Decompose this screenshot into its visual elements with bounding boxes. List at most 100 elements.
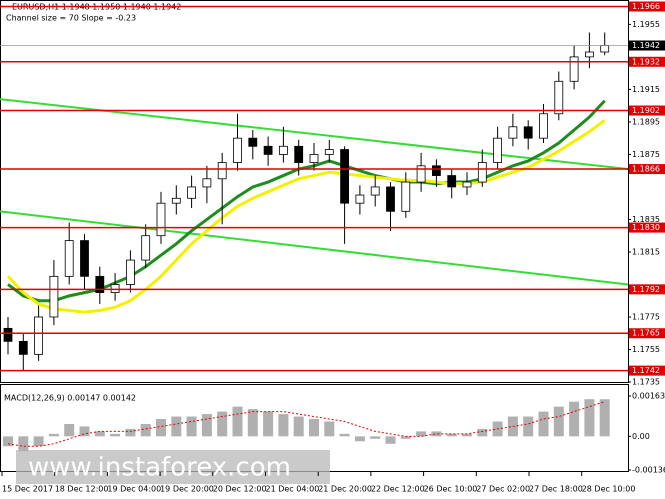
candle-body — [370, 186, 380, 196]
macd-bar — [186, 416, 197, 437]
x-tick-label: 26 Dec 10:00 — [424, 485, 478, 494]
level-label: 1.1866 — [632, 165, 660, 174]
last-price-box — [629, 40, 665, 51]
level-box — [629, 284, 665, 295]
candle-body — [217, 162, 227, 180]
candle-body — [64, 240, 74, 277]
candle-body — [49, 275, 59, 318]
macd-bar — [3, 436, 13, 447]
macd-bar — [477, 428, 488, 437]
x-tick-label: 22 Dec 12:00 — [371, 485, 425, 494]
trendline — [0, 210, 629, 286]
macd-bar — [309, 419, 319, 437]
level-label: 1.1765 — [632, 329, 660, 338]
macd-title: MACD(12,26,9) 0.00147 0.00142 — [4, 394, 136, 403]
candle-body — [248, 137, 258, 147]
macd-bar — [110, 433, 121, 437]
macd-bar — [94, 431, 105, 437]
macd-bar — [324, 421, 335, 437]
macd-bar — [18, 436, 29, 452]
candle-body — [187, 186, 197, 199]
macd-bar — [278, 414, 289, 437]
level-label: 1.1932 — [632, 57, 660, 66]
x-tick-label: 19 Dec 20:00 — [160, 485, 214, 494]
macd-bar — [400, 436, 411, 439]
candle-body — [309, 154, 319, 163]
macd-bar — [171, 416, 182, 437]
level-label: 1.1902 — [632, 106, 660, 115]
macd-bar — [416, 431, 427, 437]
level-box — [629, 1, 665, 12]
macd-bar — [599, 399, 610, 437]
macd-bar — [538, 411, 549, 437]
macd-bar — [293, 416, 304, 437]
macd-bar — [569, 401, 580, 437]
macd-bar — [64, 423, 75, 437]
x-tick-label: 28 Dec 10:00 — [582, 485, 636, 494]
watermark-box — [16, 450, 330, 484]
macd-bar — [354, 436, 365, 442]
candle-body — [34, 316, 43, 355]
candle-body — [431, 165, 441, 176]
price-panel — [0, 0, 629, 383]
plot — [0, 32, 629, 371]
y-tick-label: 1.1835 — [632, 215, 660, 224]
candle-body — [477, 162, 487, 183]
candle-body — [340, 149, 350, 204]
candle-body — [278, 145, 288, 155]
candle-body — [141, 235, 151, 261]
candle-body — [554, 80, 564, 115]
level-box — [629, 328, 665, 339]
watermark: www.instaforex.com — [28, 453, 291, 483]
macd-tick-label: 0.00163 — [632, 392, 665, 401]
level-box — [629, 222, 665, 233]
macd-bar — [370, 436, 381, 439]
x-tick-label: 15 Dec 2017 — [2, 485, 53, 494]
macd-bar — [232, 406, 243, 437]
y-tick-label: 1.1875 — [632, 150, 660, 159]
level-label: 1.1966 — [632, 2, 660, 11]
candle-body — [508, 126, 518, 139]
x-tick-label: 19 Dec 04:00 — [107, 485, 161, 494]
macd-bar — [140, 423, 151, 437]
level-box — [629, 105, 665, 116]
candle-body — [233, 137, 242, 163]
y-tick-label: 1.1895 — [632, 117, 660, 126]
chart-subtitle: Channel size = 70 Slope = -0.23 — [6, 14, 136, 23]
candle-body — [202, 178, 212, 188]
macd-bar — [584, 399, 595, 437]
level-box — [629, 365, 665, 376]
candle-body — [462, 181, 472, 188]
macd-bar — [33, 436, 44, 447]
macd-bar — [48, 433, 59, 437]
y-tick-label: 1.1955 — [632, 20, 660, 29]
candle-body — [585, 51, 594, 58]
macd-bar — [79, 426, 90, 437]
level-box — [629, 56, 665, 67]
candle-body — [263, 145, 273, 155]
macd-bar — [385, 436, 396, 444]
candle-body — [493, 137, 503, 163]
y-tick-label: 1.1775 — [632, 312, 660, 321]
x-tick-label: 20 Dec 12:00 — [213, 485, 267, 494]
candle-body — [95, 275, 105, 293]
x-tick-label: 27 Dec 18:00 — [529, 485, 583, 494]
candle-body — [416, 165, 426, 183]
candle-body — [523, 126, 533, 139]
macd-bar — [201, 414, 212, 437]
candle-body — [18, 340, 28, 355]
candle-body — [171, 197, 181, 204]
x-tick-label: 27 Dec 02:00 — [476, 485, 530, 494]
candle-body — [600, 45, 610, 53]
candle-body — [355, 194, 365, 204]
macd-bar — [156, 419, 166, 437]
candle-body — [156, 202, 166, 237]
candle-body — [401, 181, 411, 212]
moving-average — [6, 119, 606, 314]
candle-body — [447, 175, 457, 188]
macd-bar — [446, 433, 457, 437]
macd-bar — [339, 433, 350, 437]
macd-bar — [125, 428, 136, 437]
y-tick-label: 1.1915 — [632, 85, 660, 94]
last-price-label: 1.1942 — [632, 41, 660, 50]
